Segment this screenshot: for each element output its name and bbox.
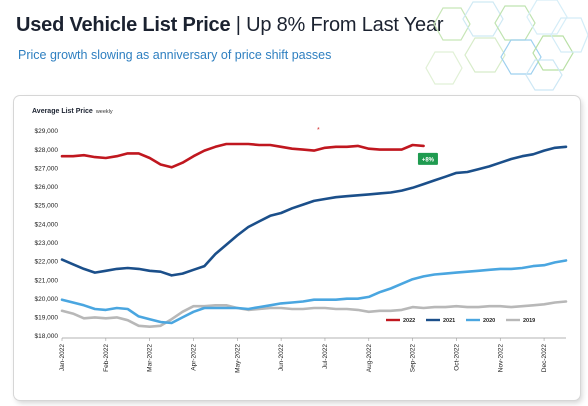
legend-label-2022: 2022 <box>403 318 415 324</box>
x-tick-label: Mar-2022 <box>147 344 154 372</box>
y-tick-label: $28,000 <box>35 147 59 154</box>
annotation-star: * <box>317 127 320 134</box>
x-tick-label: Dec-2022 <box>541 344 548 373</box>
change-badge-box <box>417 152 438 165</box>
y-tick-label: $19,000 <box>35 315 59 322</box>
y-axis-title: Average List Price weekly <box>32 108 113 115</box>
x-tick-label: Oct-2022 <box>453 344 460 371</box>
hexagon-decoration-icon <box>425 0 588 91</box>
x-tick-label: Feb-2022 <box>103 344 110 372</box>
title-rest: | Up 8% From Last Year <box>230 14 444 36</box>
x-tick-label: Aug-2022 <box>366 344 373 373</box>
y-axis-label: Average List Price <box>32 108 93 115</box>
x-tick-label: May-2022 <box>234 344 241 373</box>
y-tick-label: $22,000 <box>35 259 59 266</box>
y-axis-unit: weekly <box>95 109 113 115</box>
y-tick-label: $21,000 <box>35 277 59 284</box>
legend-label-2021: 2021 <box>443 318 455 324</box>
legend: 2022 2021 2020 2019 <box>386 318 535 324</box>
x-tick-label: Jun-2022 <box>278 344 285 371</box>
y-tick-label: $23,000 <box>35 240 59 247</box>
page-subtitle: Price growth slowing as anniversary of p… <box>18 48 332 62</box>
legend-label-2019: 2019 <box>523 318 535 324</box>
y-tick-label: $26,000 <box>35 184 59 191</box>
change-badge-label: +8% <box>422 157 435 163</box>
x-tick-label: Jan-2022 <box>59 344 66 371</box>
line-chart: Average List Price weekly $18,000$19,000$… <box>32 108 568 373</box>
y-tick-label: $20,000 <box>35 296 59 303</box>
annotations: +8% * <box>317 127 438 165</box>
y-tick-label: $24,000 <box>35 221 59 228</box>
title-bold: Used Vehicle List Price <box>16 14 231 36</box>
series-line-2020 <box>60 259 568 325</box>
x-tick-label: Nov-2022 <box>497 344 504 373</box>
page-title: Used Vehicle List Price | Up 8% From Las… <box>16 14 444 37</box>
x-axis-ticks: Jan-2022 Feb-2022 Mar-2022 Apr-2022 May-2022… <box>59 338 548 373</box>
x-tick-label: Sep-2022 <box>410 344 417 373</box>
x-tick-label: Apr-2022 <box>190 344 197 371</box>
series-line-2021 <box>60 145 568 277</box>
y-tick-label: $29,000 <box>35 128 59 135</box>
series-line-2019 <box>60 300 568 328</box>
change-badge: +8% <box>417 152 438 165</box>
y-tick-label: $25,000 <box>35 203 59 210</box>
y-tick-label: $18,000 <box>35 333 59 340</box>
series-lines <box>60 142 568 328</box>
y-tick-label: $27,000 <box>35 165 59 172</box>
y-axis-ticks: $18,000 $19,000 $20,000 $21,000 $22,000 $23,0… <box>35 128 59 340</box>
x-tick-label: Jul-2022 <box>322 344 329 369</box>
legend-label-2020: 2020 <box>483 318 495 324</box>
chart-panel: Average List Price weekly $18,000 $19,000 $… <box>14 96 580 400</box>
series-line-2022 <box>60 142 425 169</box>
